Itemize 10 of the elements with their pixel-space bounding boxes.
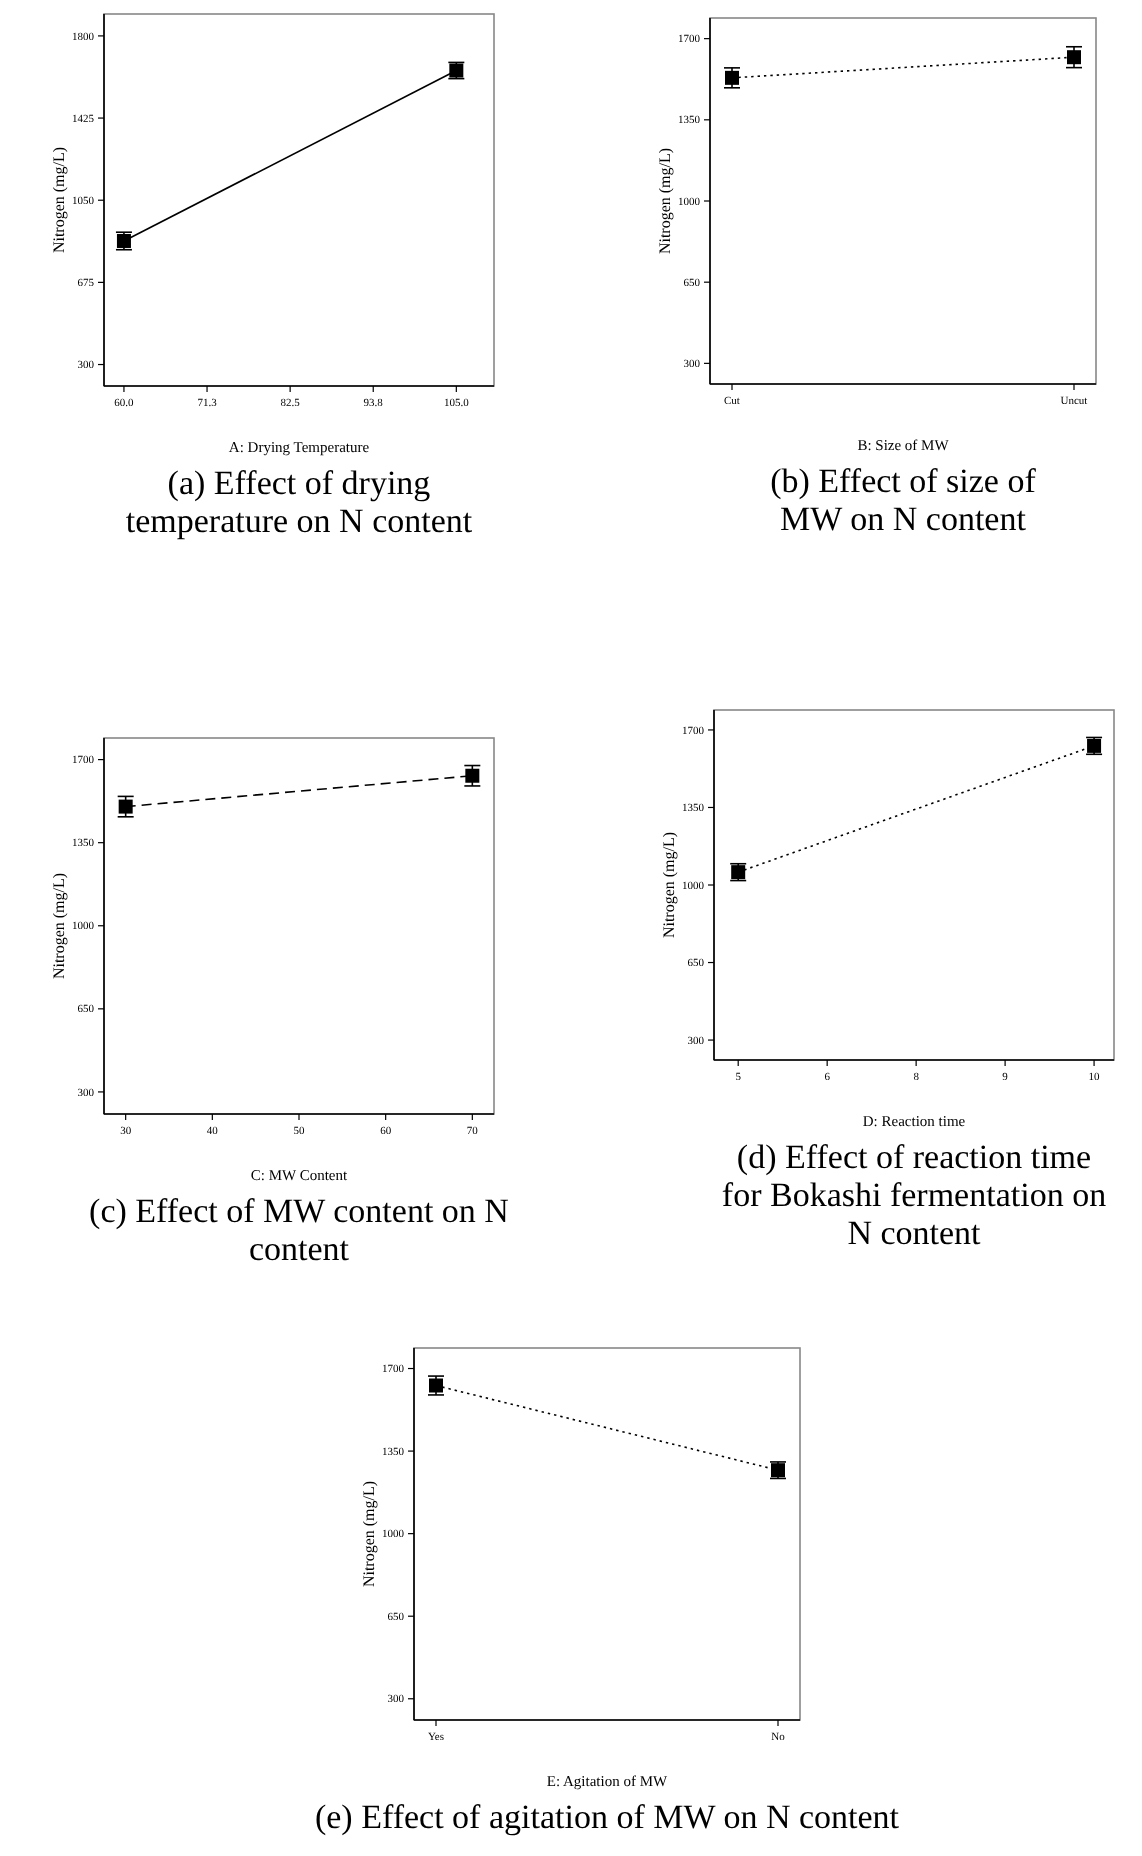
y-axis-title: Nitrogen (mg/L) — [360, 1480, 378, 1588]
text: (c) Effect of MW content on N content — [89, 1192, 509, 1268]
y-axis-title: Nitrogen (mg/L) — [50, 146, 68, 254]
y-axis-title: Nitrogen (mg/L) — [656, 147, 674, 255]
y-axis-title: Nitrogen (mg/L) — [50, 872, 68, 980]
text: (e) Effect of agitation of MW on N content — [314, 1798, 900, 1836]
text: (b) Effect of size of MW on N content — [770, 462, 1037, 538]
y-axis-title: Nitrogen (mg/L) — [660, 831, 678, 939]
text: (d) Effect of reaction time for Bokashi fermentation on N content — [721, 1138, 1108, 1252]
text: (a) Effect of drying temperature on N content — [125, 464, 473, 540]
